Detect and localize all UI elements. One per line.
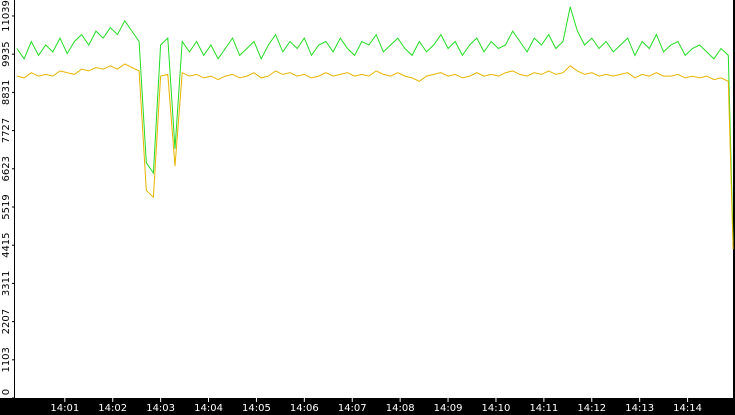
x-tick-label: 14:04 [194,403,223,414]
x-tick-label: 14:14 [673,403,702,414]
y-tick-label: 1103 [1,347,12,372]
x-tick-label: 14:05 [242,403,271,414]
x-tick-label: 14:07 [338,403,367,414]
y-tick-label: 11039 [1,0,12,32]
series-line [16,63,734,250]
x-tick-label: 14:09 [434,403,463,414]
x-tick-label: 14:08 [386,403,415,414]
x-tick-label: 14:10 [482,403,511,414]
y-tick-label: 7727 [1,118,12,143]
x-tick-label: 14:03 [146,403,175,414]
y-tick-label: 6623 [1,156,12,181]
y-tick-label: 5519 [1,194,12,219]
x-tick-label: 14:13 [625,403,654,414]
x-tick-label: 14:02 [98,403,127,414]
series-line [16,6,734,243]
x-tick-label: 14:11 [529,403,558,414]
y-tick-label: 4415 [1,232,12,257]
y-tick-label: 8831 [1,80,12,105]
x-tick-label: 14:12 [577,403,606,414]
y-tick-label: 3311 [1,271,12,296]
y-tick-label: 0 [1,389,12,395]
y-tick-label: 9935 [1,41,12,66]
x-tick-label: 14:06 [290,403,319,414]
x-tick-label: 14:01 [50,403,79,414]
x-axis-bar [0,398,735,415]
y-tick-label: 2207 [1,309,12,334]
